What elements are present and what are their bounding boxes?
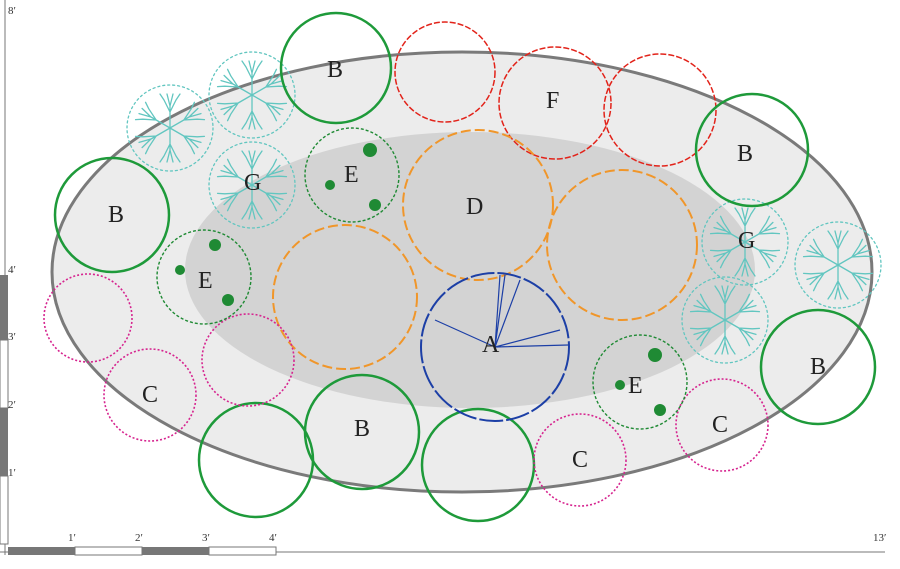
label-g-1: G bbox=[244, 170, 261, 196]
plant-b-4 bbox=[759, 308, 877, 426]
plant-b-3 bbox=[694, 92, 810, 208]
plant-f-group bbox=[394, 21, 717, 167]
horizontal-scale: 1′ 2′ 3′ 4′ 13′ bbox=[0, 532, 886, 556]
vscale-4: 4′ bbox=[8, 264, 16, 276]
plant-e-1 bbox=[304, 127, 400, 223]
hscale-4: 4′ bbox=[269, 532, 277, 544]
hscale-1: 1′ bbox=[68, 532, 76, 544]
label-b-5: B bbox=[354, 416, 370, 442]
plant-d-2 bbox=[402, 129, 554, 281]
plant-c-5 bbox=[675, 378, 769, 472]
vscale-3: 3′ bbox=[8, 331, 16, 343]
plant-c-group bbox=[43, 273, 769, 507]
hscale-3: 3′ bbox=[202, 532, 210, 544]
vscale-top: 8′ bbox=[8, 5, 16, 17]
label-a: A bbox=[482, 332, 500, 358]
plant-b-6 bbox=[197, 401, 315, 519]
plant-a bbox=[420, 272, 570, 422]
label-b-4: B bbox=[810, 354, 826, 380]
plant-b-1 bbox=[279, 11, 393, 125]
plant-b-group bbox=[53, 11, 877, 523]
plant-b-2 bbox=[53, 156, 171, 274]
label-e-3: E bbox=[628, 373, 643, 399]
hscale-2: 2′ bbox=[135, 532, 143, 544]
hscale-end: 13′ bbox=[873, 532, 886, 544]
label-b-3: B bbox=[737, 141, 753, 167]
plant-c-4 bbox=[533, 413, 627, 507]
plant-c-3 bbox=[201, 313, 295, 407]
plant-e-3 bbox=[592, 334, 688, 430]
label-c-2: C bbox=[572, 447, 588, 473]
plant-c-2 bbox=[103, 348, 197, 442]
plant-d-1 bbox=[272, 224, 418, 370]
label-g-2: G bbox=[738, 228, 755, 254]
label-e-1: E bbox=[344, 162, 359, 188]
vertical-scale: 8′ 4′ 3′ 2′ 1′ bbox=[0, 0, 16, 555]
plant-e-group bbox=[156, 127, 688, 430]
label-b-2: B bbox=[108, 202, 124, 228]
label-c-1: C bbox=[142, 382, 158, 408]
plant-labels: A B B B B B C C C D E E E F G G bbox=[108, 57, 826, 473]
vscale-2: 2′ bbox=[8, 399, 16, 411]
label-e-2: E bbox=[198, 268, 213, 294]
label-f: F bbox=[546, 88, 559, 114]
plant-e-2 bbox=[156, 229, 252, 325]
label-c-3: C bbox=[712, 412, 728, 438]
plant-d-3 bbox=[546, 169, 698, 321]
label-b-1: B bbox=[327, 57, 343, 83]
label-d: D bbox=[466, 194, 483, 220]
plant-b-7 bbox=[420, 407, 536, 523]
plant-d-group bbox=[272, 129, 698, 370]
vscale-1: 1′ bbox=[8, 467, 16, 479]
inner-bed bbox=[185, 132, 755, 408]
plant-c-1 bbox=[43, 273, 133, 363]
